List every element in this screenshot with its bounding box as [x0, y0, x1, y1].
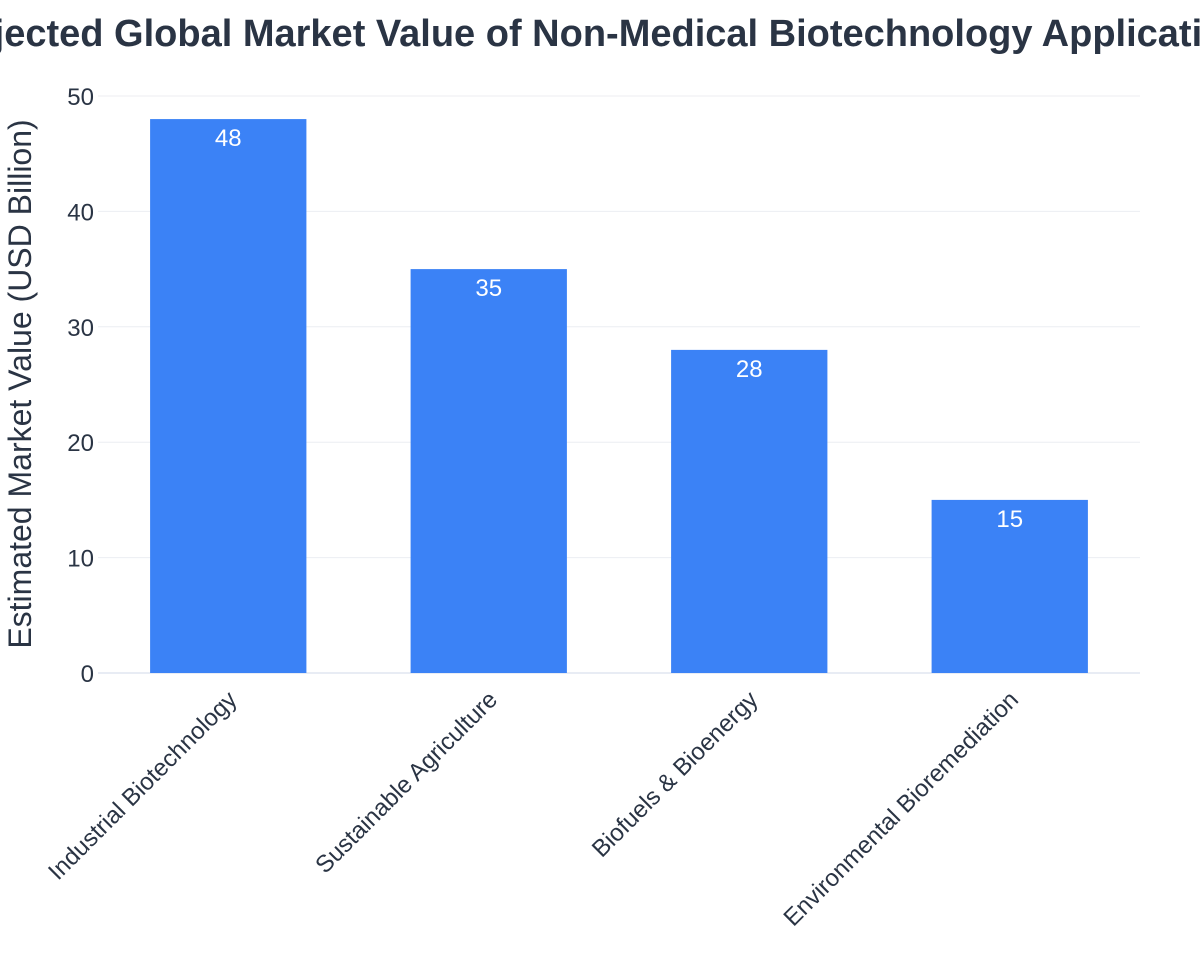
bar-value-labels: 48 35 28 15	[215, 125, 1023, 533]
bars	[150, 119, 1088, 673]
bar	[931, 499, 1088, 673]
x-tick-label: Sustainable Agriculture	[310, 686, 503, 879]
y-tick-label: 0	[81, 661, 94, 688]
y-axis-ticks: 0 10 20 30 40 50	[67, 84, 94, 688]
bar-value-label: 15	[996, 506, 1023, 533]
y-tick-label: 30	[67, 315, 94, 342]
x-tick-label: Industrial Biotechnology	[43, 686, 242, 885]
y-tick-label: 50	[67, 84, 94, 111]
chart-title: Projected Global Market Value of Non-Med…	[0, 13, 1200, 55]
bar-value-label: 48	[215, 125, 242, 152]
bar-value-label: 35	[475, 275, 502, 302]
bar	[671, 349, 828, 673]
x-tick-label: Environmental Bioremediation	[779, 686, 1024, 931]
y-tick-label: 20	[67, 430, 94, 457]
y-tick-label: 10	[67, 546, 94, 573]
y-axis-title: Estimated Market Value (USD Billion)	[2, 119, 38, 648]
x-tick-label: Biofuels & Bioenergy	[587, 686, 764, 863]
y-tick-label: 40	[67, 199, 94, 226]
bar	[150, 119, 307, 673]
x-axis-ticks: Industrial Biotechnology Sustainable Agri…	[43, 686, 1024, 931]
bar	[410, 269, 567, 673]
bar-value-label: 28	[736, 356, 763, 383]
